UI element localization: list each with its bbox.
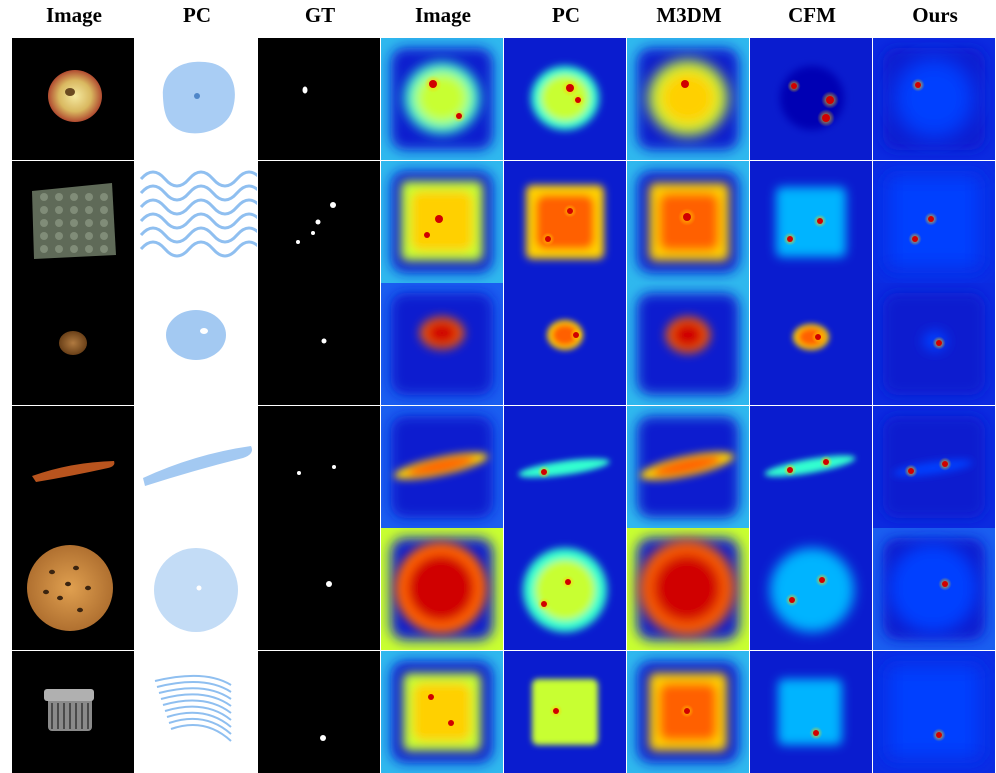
cable-gland-pc-heatmap-cell: [504, 650, 626, 773]
cookie-ours-heatmap-cell: [873, 528, 995, 650]
potato-cfm-heatmap-cell: [750, 283, 872, 405]
potato-m3dm-heatmap-cell: [627, 283, 749, 405]
apple-m3dm-heatmap-cell: [627, 38, 749, 160]
cable-gland-m3dm-heatmap-cell: [627, 650, 749, 773]
cookie-gt-cell: [258, 528, 380, 650]
foam-image-cell: [12, 160, 134, 283]
carrot-gt-cell: [258, 405, 380, 528]
potato-image-heatmap-cell: [381, 283, 503, 405]
foam-pc-heatmap-cell: [504, 160, 626, 283]
apple-gt-cell: [258, 38, 380, 160]
foam-ours-heatmap-cell: [873, 160, 995, 283]
potato-gt-cell: [258, 283, 380, 405]
cable-gland-pc-cell: [135, 650, 257, 773]
cookie-image-cell: [12, 528, 134, 650]
potato-image-cell: [12, 283, 134, 405]
foam-pc-cell: [135, 160, 257, 283]
potato-ours-heatmap-cell: [873, 283, 995, 405]
potato-pc-heatmap-cell: [504, 283, 626, 405]
apple-ours-heatmap-cell: [873, 38, 995, 160]
carrot-cfm-heatmap-cell: [750, 405, 872, 528]
foam-gt-cell: [258, 160, 380, 283]
cookie-pc-heatmap-cell: [504, 528, 626, 650]
cable-gland-image-heatmap-cell: [381, 650, 503, 773]
apple-image-cell: [12, 38, 134, 160]
cookie-pc-cell: [135, 528, 257, 650]
header-pc-heatmap: PC: [552, 3, 580, 27]
header-image: Image: [46, 3, 102, 27]
header-ours: Ours: [912, 3, 958, 27]
cable-gland-cfm-heatmap-cell: [750, 650, 872, 773]
cookie-image-heatmap-cell: [381, 528, 503, 650]
header-pc: PC: [183, 3, 211, 27]
apple-pc-cell: [135, 38, 257, 160]
cookie-m3dm-heatmap-cell: [627, 528, 749, 650]
comparison-grid: [12, 38, 996, 773]
cookie-cfm-heatmap-cell: [750, 528, 872, 650]
cable-gland-ours-heatmap-cell: [873, 650, 995, 773]
foam-image-heatmap-cell: [381, 160, 503, 283]
foam-cfm-heatmap-cell: [750, 160, 872, 283]
carrot-image-heatmap-cell: [381, 405, 503, 528]
column-header-row: Image PC GT Image PC M3DM CFM Ours: [0, 0, 996, 38]
carrot-image-cell: [12, 405, 134, 528]
header-cfm: CFM: [788, 3, 836, 27]
cable-gland-gt-cell: [258, 650, 380, 773]
potato-pc-cell: [135, 283, 257, 405]
header-m3dm: M3DM: [656, 3, 722, 27]
header-image-heatmap: Image: [415, 3, 471, 27]
carrot-ours-heatmap-cell: [873, 405, 995, 528]
foam-m3dm-heatmap-cell: [627, 160, 749, 283]
cable-gland-image-cell: [12, 650, 134, 773]
carrot-pc-heatmap-cell: [504, 405, 626, 528]
carrot-m3dm-heatmap-cell: [627, 405, 749, 528]
apple-cfm-heatmap-cell: [750, 38, 872, 160]
carrot-pc-cell: [135, 405, 257, 528]
header-gt: GT: [304, 3, 336, 27]
apple-pc-heatmap-cell: [504, 38, 626, 160]
apple-image-heatmap-cell: [381, 38, 503, 160]
